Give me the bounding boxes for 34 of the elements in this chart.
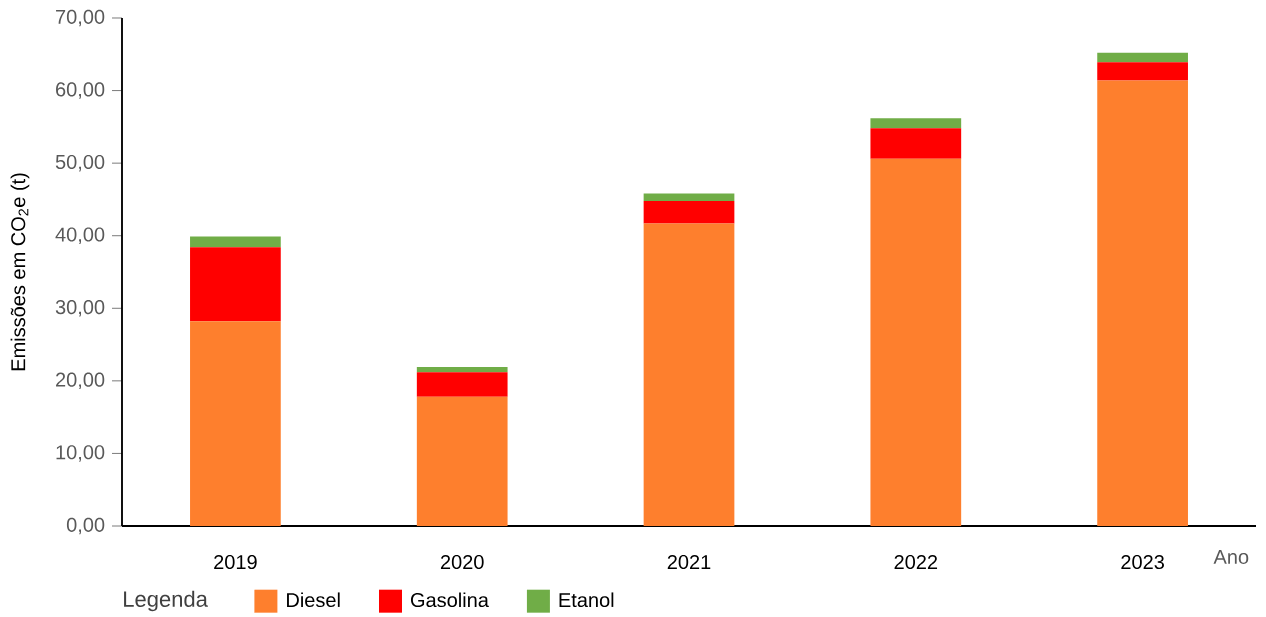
legend-title: Legenda <box>124 590 208 612</box>
bar <box>870 118 962 129</box>
legend-label: Etanol <box>559 592 614 608</box>
bar <box>1097 62 1188 81</box>
legend-label: Diesel <box>287 592 340 608</box>
bar <box>643 193 735 201</box>
bar <box>416 367 508 373</box>
y-tick-label: 40,00 <box>55 227 105 244</box>
legend-label: Gasolina <box>410 592 489 608</box>
y-tick-label: 50,00 <box>55 154 105 172</box>
x-tick-label: 2020 <box>440 554 484 570</box>
bar <box>416 396 508 526</box>
y-tick-label: 70,00 <box>56 9 105 27</box>
x-tick-label: 2019 <box>214 554 257 570</box>
bar <box>870 158 962 526</box>
bar <box>190 321 281 526</box>
y-axis-title: Emissões em CO$_{2}$e (t) <box>10 173 30 371</box>
bar <box>643 223 735 526</box>
x-tick-label: 2023 <box>1121 554 1164 570</box>
x-axis-title: Ano <box>1213 550 1249 564</box>
y-tick-label: 30,00 <box>55 300 105 317</box>
bar <box>1097 52 1188 63</box>
y-tick-label: 20,00 <box>56 372 105 390</box>
x-tick-label: 2021 <box>667 554 711 570</box>
y-tick-label: 10,00 <box>56 445 105 462</box>
x-tick-label: 2022 <box>894 554 938 570</box>
bar <box>643 200 735 224</box>
bar <box>870 128 962 159</box>
bar <box>1097 80 1188 526</box>
bar <box>190 236 281 248</box>
bar <box>190 247 281 322</box>
y-tick-label: 0,00 <box>66 517 105 535</box>
bar <box>416 372 508 397</box>
y-tick-label: 60,00 <box>56 82 105 99</box>
